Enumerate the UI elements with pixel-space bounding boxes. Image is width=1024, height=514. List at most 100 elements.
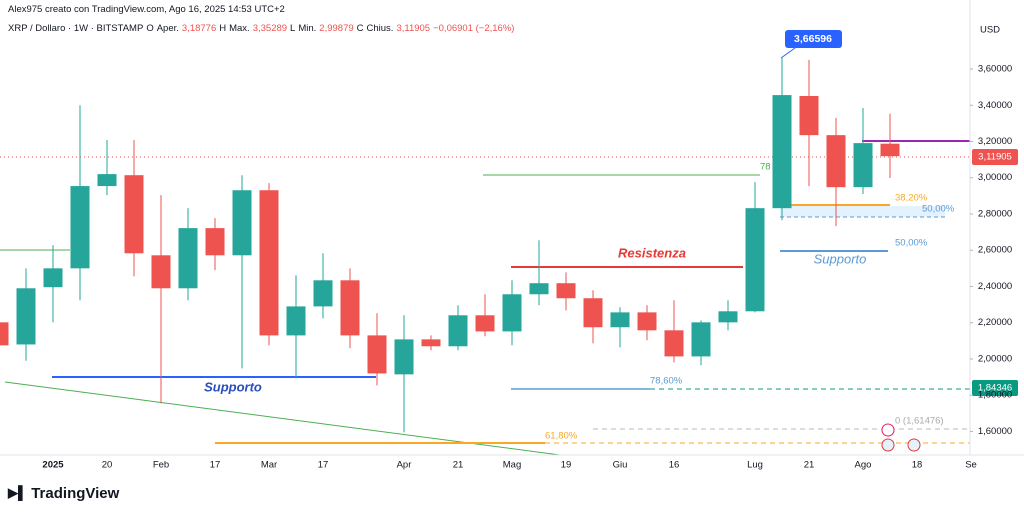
x-tick-label: 17 — [318, 460, 329, 471]
candle-body — [16, 288, 36, 345]
y-tick-label: 2,40000 — [978, 281, 1012, 292]
x-tick-label: 2025 — [42, 460, 64, 471]
candle-body — [232, 190, 252, 256]
price-tag-label: 1,84346 — [978, 383, 1012, 394]
x-tick-label: 21 — [804, 460, 815, 471]
candle-body — [556, 283, 576, 299]
candle-body — [259, 190, 279, 336]
ohlc-value: 3,11905 — [396, 23, 431, 34]
candles — [0, 57, 900, 433]
callout-pointer — [780, 47, 796, 59]
candle-body — [475, 315, 495, 332]
price-tag-label: 3,11905 — [978, 152, 1012, 163]
fib-label: 61,80% — [545, 431, 578, 442]
x-tick-label: Feb — [153, 460, 169, 471]
candle-body — [421, 339, 441, 347]
candle-body — [0, 322, 9, 346]
x-tick-label: Ago — [855, 460, 872, 471]
y-tick-label: 3,20000 — [978, 136, 1012, 147]
candle-body — [610, 312, 630, 328]
y-tick-label: 1,60000 — [978, 426, 1012, 437]
x-tick-label: 19 — [561, 460, 572, 471]
candle-body — [70, 186, 90, 269]
attribution: Alex975 creato con TradingView.com, Ago … — [8, 4, 285, 15]
candle-body — [448, 315, 468, 347]
x-tick-label: Lug — [747, 460, 763, 471]
annotation: Supporto — [814, 251, 867, 266]
candle-body — [826, 135, 846, 188]
trend-line — [4, 381, 561, 456]
candle-body — [43, 268, 63, 288]
candle-body — [151, 255, 171, 289]
candle-body — [313, 280, 333, 307]
y-tick-label: 2,00000 — [978, 353, 1012, 364]
candle-body — [583, 298, 603, 328]
x-tick-label: 20 — [102, 460, 113, 471]
candle-body — [178, 228, 198, 289]
ohlc-value: 2,99879 — [319, 23, 354, 34]
candle-body — [853, 143, 873, 188]
ohlc-key: H — [219, 23, 227, 34]
candle-body — [205, 228, 225, 256]
y-tick-label: 2,60000 — [978, 245, 1012, 256]
change: −0,06901 (−2,16%) — [433, 23, 515, 34]
candle-body — [880, 143, 900, 157]
currency: USD — [980, 25, 1000, 36]
candle-body — [502, 294, 522, 332]
candle-body — [718, 311, 738, 323]
price-tag — [972, 380, 1018, 396]
event-icon[interactable] — [881, 438, 895, 452]
x-tick-label: 18 — [912, 460, 923, 471]
ohlc-value: 3,35289 — [252, 23, 288, 34]
ohlc-key: O — [146, 23, 154, 34]
fib-label: 50,00% — [895, 238, 928, 249]
x-tick-label: Mar — [261, 460, 277, 471]
ohlc-key: C — [356, 23, 364, 34]
fib-label: 78 — [760, 162, 771, 173]
candle-body — [691, 322, 711, 357]
candle-body — [799, 95, 819, 136]
candle-body — [286, 306, 306, 336]
y-tick-label: 2,20000 — [978, 317, 1012, 328]
annotations: Resistenza Supporto Supporto 78,60% 78 6… — [7, 25, 1012, 502]
candle-body — [772, 95, 792, 209]
ohlc-label: Max. — [229, 23, 250, 34]
fib-zone — [780, 206, 945, 217]
fib-label: 78,60% — [650, 376, 683, 387]
fib-label: 0 (1,61476) — [895, 416, 944, 427]
candle-body — [97, 174, 117, 187]
x-tick-label: Giu — [613, 460, 628, 471]
candle-body — [637, 312, 657, 331]
brand-name: TradingView — [31, 485, 119, 502]
y-tick-label: 3,00000 — [978, 172, 1012, 183]
y-tick-label: 3,40000 — [978, 100, 1012, 111]
ohlc-key: L — [290, 23, 296, 34]
candle-body — [664, 330, 684, 357]
axes: 1,60000 1,80000 2,00000 2,20000 2,40000 2,600… — [42, 64, 1012, 471]
x-tick-label: 21 — [453, 460, 464, 471]
y-tick-label: 2,80000 — [978, 208, 1012, 219]
callout-box — [785, 30, 842, 48]
x-tick-label: 16 — [669, 460, 680, 471]
event-icon[interactable] — [907, 438, 921, 452]
y-tick-label: 1,80000 — [978, 390, 1012, 401]
y-tick-label: 3,60000 — [978, 64, 1012, 75]
candle-body — [529, 283, 549, 295]
event-icon[interactable] — [881, 423, 895, 437]
annotation: Supporto — [204, 379, 262, 394]
ohlc-label: Aper. — [156, 23, 179, 34]
candle-body — [367, 335, 387, 374]
candle-body — [124, 175, 144, 254]
symbol-header: XRP / Dollaro · 1W · BITSTAMP O Aper. 3,187… — [8, 23, 517, 34]
ohlc-label: Chius. — [366, 23, 394, 34]
candle-body — [745, 208, 765, 312]
x-tick-label: Mag — [503, 460, 521, 471]
ohlc-value: 3,18776 — [181, 23, 217, 34]
candle-body — [340, 280, 360, 336]
x-tick-label: Apr — [397, 460, 412, 471]
ohlc-label: Min. — [298, 23, 317, 34]
candle-body — [394, 339, 414, 375]
fib-label: 38,20% — [895, 193, 928, 204]
